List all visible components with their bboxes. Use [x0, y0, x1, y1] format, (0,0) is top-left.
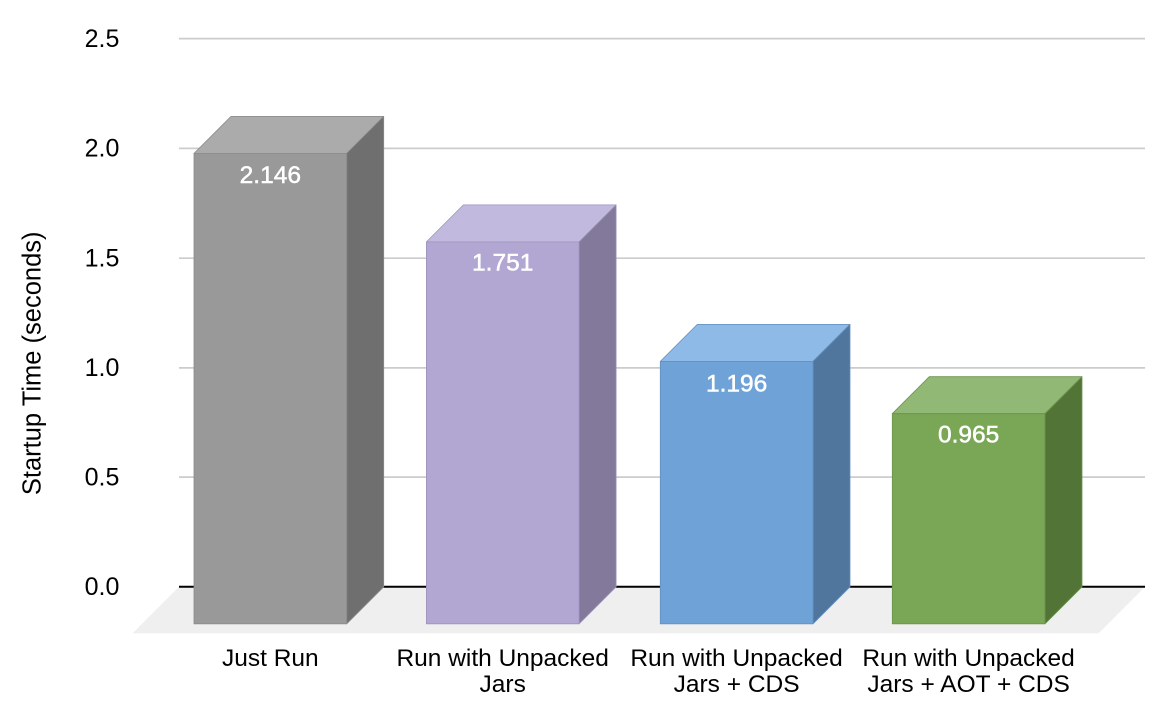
svg-text:2.5: 2.5 — [85, 25, 120, 53]
svg-text:2.146: 2.146 — [240, 162, 301, 189]
svg-text:Run with Unpacked: Run with Unpacked — [862, 645, 1074, 672]
svg-text:Startup Time (seconds): Startup Time (seconds) — [18, 231, 46, 495]
svg-text:Jars: Jars — [480, 671, 526, 698]
svg-text:1.0: 1.0 — [85, 354, 120, 382]
svg-text:1.196: 1.196 — [706, 370, 767, 397]
svg-text:2.0: 2.0 — [85, 135, 120, 163]
svg-text:1.751: 1.751 — [472, 250, 533, 277]
svg-text:Run with Unpacked: Run with Unpacked — [630, 645, 842, 672]
svg-text:Run with Unpacked: Run with Unpacked — [396, 645, 608, 672]
svg-text:1.5: 1.5 — [85, 244, 120, 272]
svg-text:0.5: 0.5 — [85, 463, 120, 491]
svg-text:Jars + CDS: Jars + CDS — [674, 671, 800, 698]
svg-text:0.965: 0.965 — [938, 421, 999, 448]
svg-text:0.0: 0.0 — [85, 573, 120, 601]
svg-text:Jars + AOT + CDS: Jars + AOT + CDS — [867, 671, 1069, 698]
svg-text:Just Run: Just Run — [222, 645, 319, 672]
